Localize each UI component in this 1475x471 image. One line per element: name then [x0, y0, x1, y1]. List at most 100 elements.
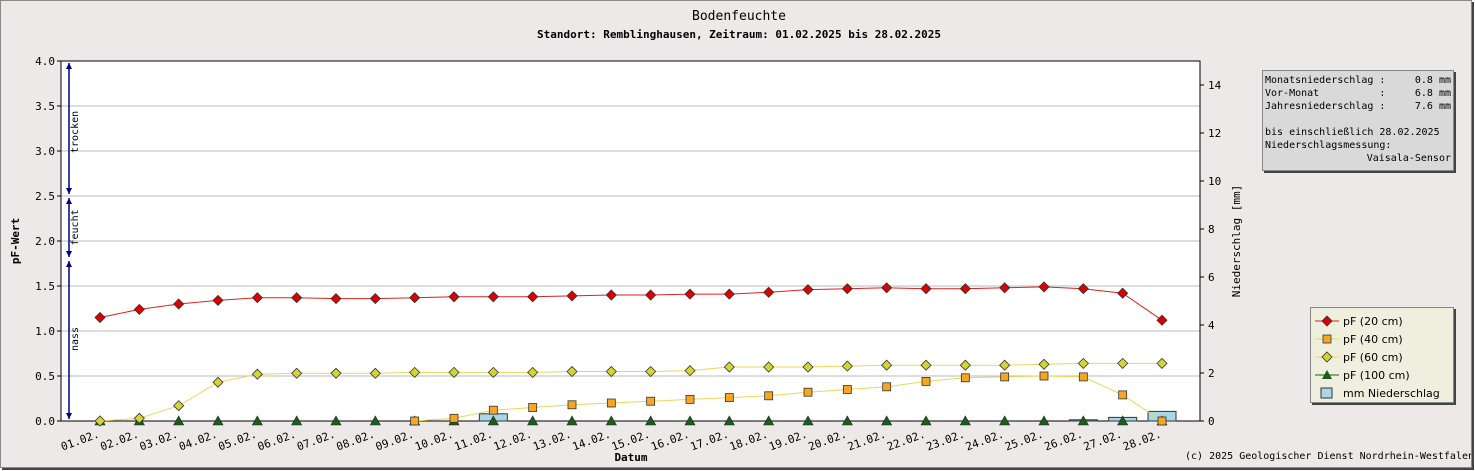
info-row-prev-month: Vor-Monat : 6.8 mm	[1265, 87, 1451, 100]
series-point-1	[960, 373, 970, 383]
x-tick-label: 17.02.	[689, 428, 731, 454]
y2-tick-label: 4	[1208, 319, 1215, 332]
x-tick-label: 13.02.	[531, 428, 573, 454]
series-point-1	[803, 387, 813, 397]
zone-label-trocken: trocken	[70, 111, 81, 153]
series-point-3	[291, 415, 303, 426]
series-point-3	[684, 415, 696, 426]
series-point-2	[920, 359, 932, 371]
series-point-2	[684, 365, 696, 377]
series-point-2	[605, 365, 617, 378]
info-sensor: Vaisala-Sensor	[1366, 153, 1451, 164]
series-point-3	[212, 415, 224, 426]
info-value: 7.6 mm	[1414, 101, 1451, 112]
series-point-1	[1118, 390, 1128, 400]
info-row-year: Jahresniederschlag : 7.6 mm	[1265, 100, 1451, 113]
x-tick-label: 01.02.	[59, 428, 101, 454]
series-point-2	[212, 376, 224, 388]
series-point-3	[487, 415, 499, 426]
x-tick-label: 08.02.	[335, 428, 377, 454]
series-point-1	[724, 393, 734, 403]
x-tick-label: 21.02.	[846, 428, 888, 454]
series-point-0	[94, 311, 106, 324]
series-point-0	[527, 291, 539, 303]
zone-arrow-head	[66, 63, 72, 69]
zone-label-nass: nass	[70, 327, 81, 351]
y-tick-label: 1.5	[35, 280, 55, 293]
info-label: Vor-Monat :	[1265, 88, 1386, 99]
series-point-0	[173, 298, 185, 310]
series-point-0	[841, 283, 853, 295]
y2-tick-label: 0	[1208, 415, 1215, 428]
series-point-0	[645, 289, 657, 301]
series-point-3	[1117, 415, 1129, 426]
y-tick-label: 1.0	[35, 325, 55, 338]
series-point-2	[999, 359, 1011, 371]
legend-label: pF (20 cm)	[1343, 314, 1403, 328]
series-point-3	[1038, 415, 1050, 426]
series-point-1	[646, 396, 656, 406]
series-point-2	[566, 365, 578, 378]
series-point-2	[723, 361, 735, 373]
x-tick-label: 06.02.	[256, 428, 298, 454]
series-point-2	[1038, 358, 1050, 370]
series-line-1	[414, 375, 1163, 422]
series-point-2	[133, 412, 145, 424]
chart-title: Bodenfeuchte	[692, 9, 786, 24]
series-point-3	[920, 415, 932, 426]
y-tick-label: 2.0	[35, 235, 55, 248]
y-tick-label: 4.0	[35, 55, 55, 68]
legend-label: pF (40 cm)	[1343, 332, 1403, 346]
y2-tick-label: 2	[1208, 367, 1215, 380]
y2-tick-label: 14	[1208, 79, 1222, 92]
series-point-0	[881, 282, 893, 294]
series-point-0	[330, 293, 342, 305]
series-point-3	[605, 415, 617, 426]
legend-swatch	[1315, 315, 1339, 327]
info-label: Monatsniederschlag :	[1265, 75, 1386, 86]
x-tick-label: 11.02.	[453, 428, 495, 454]
plot-area: 0.0 0.5 1.0 1.5 2.0 2.5 3.0 3.5 4.0 0 2 4 6 8 10 12 14 01…	[35, 55, 1221, 453]
series-point-1	[921, 376, 931, 386]
info-until: bis einschließlich 28.02.2025	[1265, 127, 1440, 138]
series-point-3	[959, 415, 971, 426]
series-point-2	[645, 365, 657, 378]
x-tick-label: 14.02.	[571, 428, 613, 454]
series-point-1	[764, 391, 774, 401]
legend-label: mm Niederschlag	[1343, 386, 1440, 400]
series-point-0	[448, 291, 460, 303]
y2-tick-label: 6	[1208, 271, 1215, 284]
series-point-0	[605, 289, 617, 301]
series-line-2	[99, 362, 1162, 422]
series-point-3	[527, 415, 539, 426]
series-point-0	[802, 284, 814, 296]
series-point-3	[330, 415, 342, 426]
info-row-month: Monatsniederschlag : 0.8 mm	[1265, 74, 1451, 87]
series-point-3	[566, 415, 578, 426]
y-tick-label: 3.0	[35, 145, 55, 158]
x-tick-label: 25.02.	[1003, 428, 1045, 454]
series-point-3	[369, 415, 381, 426]
series-point-2	[330, 367, 342, 379]
zone-arrow-head	[66, 413, 72, 419]
series-point-3	[723, 415, 735, 426]
x-tick-label: 03.02.	[138, 428, 180, 454]
series-point-2	[251, 368, 263, 380]
series-point-3	[645, 415, 657, 426]
series-point-2	[1156, 357, 1168, 369]
info-value: 6.8 mm	[1414, 88, 1451, 99]
legend-swatch	[1315, 370, 1339, 379]
series-point-0	[487, 291, 499, 303]
chart-subtitle: Standort: Remblinghausen, Zeitraum: 01.0…	[537, 28, 941, 41]
series-point-0	[1038, 281, 1050, 293]
series-point-3	[802, 415, 814, 426]
series-point-0	[566, 290, 578, 302]
zone-label-feucht: feucht	[70, 209, 81, 245]
series-point-2	[881, 359, 893, 371]
series-point-1	[528, 403, 538, 412]
series-point-2	[487, 366, 499, 378]
series-point-1	[1078, 372, 1088, 382]
legend-swatch	[1315, 351, 1339, 363]
series-point-0	[763, 286, 775, 298]
x-tick-label: 05.02.	[217, 428, 259, 454]
